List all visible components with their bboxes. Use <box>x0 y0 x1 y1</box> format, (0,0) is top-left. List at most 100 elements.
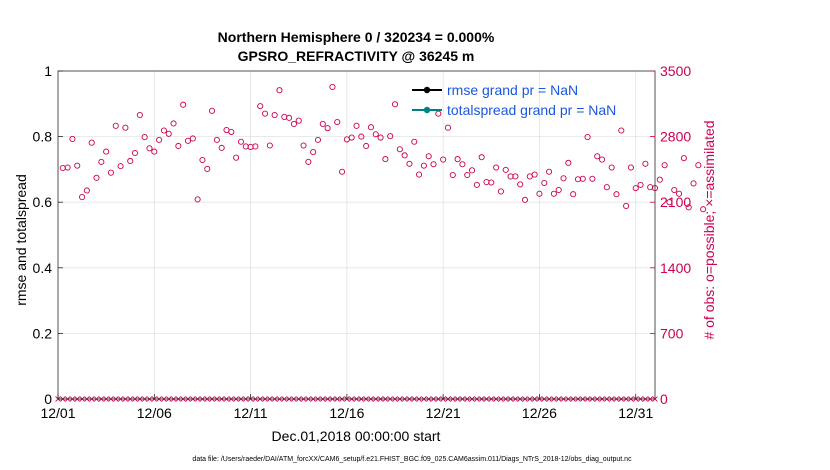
possible-obs-point <box>305 158 312 165</box>
possible-obs-point <box>136 111 143 119</box>
x-axis-label: Dec.01,2018 00:00:00 start <box>272 428 441 444</box>
legend: rmse grand pr = NaN totalspread grand pr… <box>412 82 616 118</box>
possible-obs-point <box>637 181 644 188</box>
right-axis: 0 700 1400 2100 2800 3500 <box>650 63 691 407</box>
possible-obs-point <box>184 137 192 144</box>
possible-obs-point <box>382 156 389 163</box>
y-left-tick-label: 0 <box>44 391 52 407</box>
legend-rmse-label: rmse grand pr = NaN <box>447 82 578 98</box>
possible-obs-point <box>237 138 245 145</box>
possible-obs-point <box>700 206 707 213</box>
possible-obs-point <box>228 128 235 135</box>
possible-obs-point <box>468 167 476 174</box>
possible-obs-point <box>377 134 384 141</box>
possible-obs-point <box>570 191 577 198</box>
possible-obs-point <box>623 202 630 209</box>
possible-obs-point <box>473 181 480 188</box>
x-tick-label: 12/01 <box>40 405 75 421</box>
possible-obs-point <box>103 148 110 155</box>
possible-obs-point <box>300 142 307 149</box>
possible-obs-point <box>276 87 283 94</box>
possible-obs-point <box>204 165 211 172</box>
possible-obs-point <box>194 196 201 203</box>
possible-obs-point <box>112 122 119 129</box>
possible-obs-point <box>396 146 403 153</box>
possible-obs-point <box>608 164 615 171</box>
y-axis-left-label: rmse and totalspread <box>13 174 29 306</box>
possible-obs-point <box>541 179 548 187</box>
possible-obs-point <box>218 144 225 151</box>
possible-obs-point <box>117 163 124 170</box>
possible-obs-point <box>180 101 187 108</box>
y-left-tick-label: 0.6 <box>33 194 53 210</box>
possible-obs-point <box>666 199 673 206</box>
x-tick-label: 12/26 <box>522 405 557 421</box>
possible-obs-point <box>589 175 596 182</box>
possible-obs-point <box>175 142 182 150</box>
possible-obs-point <box>435 110 442 117</box>
y-axis-right-label: # of obs: o=possible; ×=assimilated <box>701 120 717 339</box>
possible-obs-point <box>353 122 360 129</box>
possible-obs-point <box>420 162 427 169</box>
possible-obs-point <box>165 130 172 137</box>
possible-obs-point <box>141 134 148 141</box>
possible-obs-point <box>372 131 379 138</box>
x-tick-label: 12/31 <box>618 405 653 421</box>
x-axis: 12/01 12/06 12/11 12/16 12/21 12/26 12/31 <box>40 394 653 421</box>
possible-obs-point <box>88 139 95 146</box>
possible-obs-point <box>107 169 115 176</box>
possible-obs-point <box>339 168 346 175</box>
x-tick-label: 12/06 <box>137 405 172 421</box>
chart-title-line1: Northern Hemisphere 0 / 320234 = 0.000% <box>218 29 495 45</box>
possible-obs-point <box>64 164 71 171</box>
possible-obs-point <box>584 134 591 141</box>
plot-area <box>55 70 707 402</box>
possible-obs-point <box>449 171 456 179</box>
possible-obs-point <box>367 124 374 131</box>
possible-obs-point <box>156 136 163 143</box>
possible-obs-point <box>271 111 278 119</box>
possible-obs-point <box>261 110 269 117</box>
y-right-tick-label: 2100 <box>660 194 691 210</box>
possible-obs-point <box>122 124 129 131</box>
possible-obs-point <box>358 133 365 140</box>
possible-obs-point <box>430 161 437 168</box>
possible-obs-point <box>98 158 105 165</box>
possible-obs-point <box>521 196 529 203</box>
possible-obs-point <box>329 83 336 90</box>
possible-obs-point <box>690 180 697 187</box>
possible-obs-point <box>598 156 606 163</box>
gridlines <box>58 71 655 399</box>
possible-obs-point <box>546 168 553 175</box>
possible-obs-point <box>416 171 423 178</box>
possible-obs-point <box>334 119 341 126</box>
legend-rmse-marker <box>423 86 431 94</box>
y-right-tick-label: 700 <box>660 325 684 341</box>
possible-obs-point <box>565 159 572 166</box>
possible-obs-point <box>209 107 216 114</box>
y-right-tick-label: 3500 <box>660 63 691 79</box>
possible-obs-point <box>676 190 683 197</box>
possible-obs-point <box>319 120 326 127</box>
possible-obs-point <box>497 188 504 195</box>
possible-obs-point <box>79 193 86 201</box>
possible-obs-point <box>83 187 90 194</box>
x-tick-label: 12/16 <box>329 405 364 421</box>
possible-obs-point <box>411 138 418 145</box>
possible-obs-point <box>464 171 471 179</box>
possible-obs-point <box>391 101 399 108</box>
possible-obs-point <box>531 171 538 178</box>
possible-obs-point <box>348 134 355 141</box>
possible-obs-point <box>266 142 273 149</box>
possible-obs-point <box>213 136 220 143</box>
possible-obs-point <box>695 162 702 169</box>
y-right-tick-label: 0 <box>660 391 668 407</box>
plot-frame <box>57 70 656 400</box>
y-left-tick-label: 0.2 <box>33 325 53 341</box>
possible-obs-point <box>257 103 264 110</box>
possible-obs-point <box>146 145 153 152</box>
y-left-tick-label: 0.4 <box>33 260 53 276</box>
legend-spread-marker <box>423 106 431 114</box>
possible-obs-point <box>517 181 524 188</box>
possible-obs-point <box>642 160 649 167</box>
